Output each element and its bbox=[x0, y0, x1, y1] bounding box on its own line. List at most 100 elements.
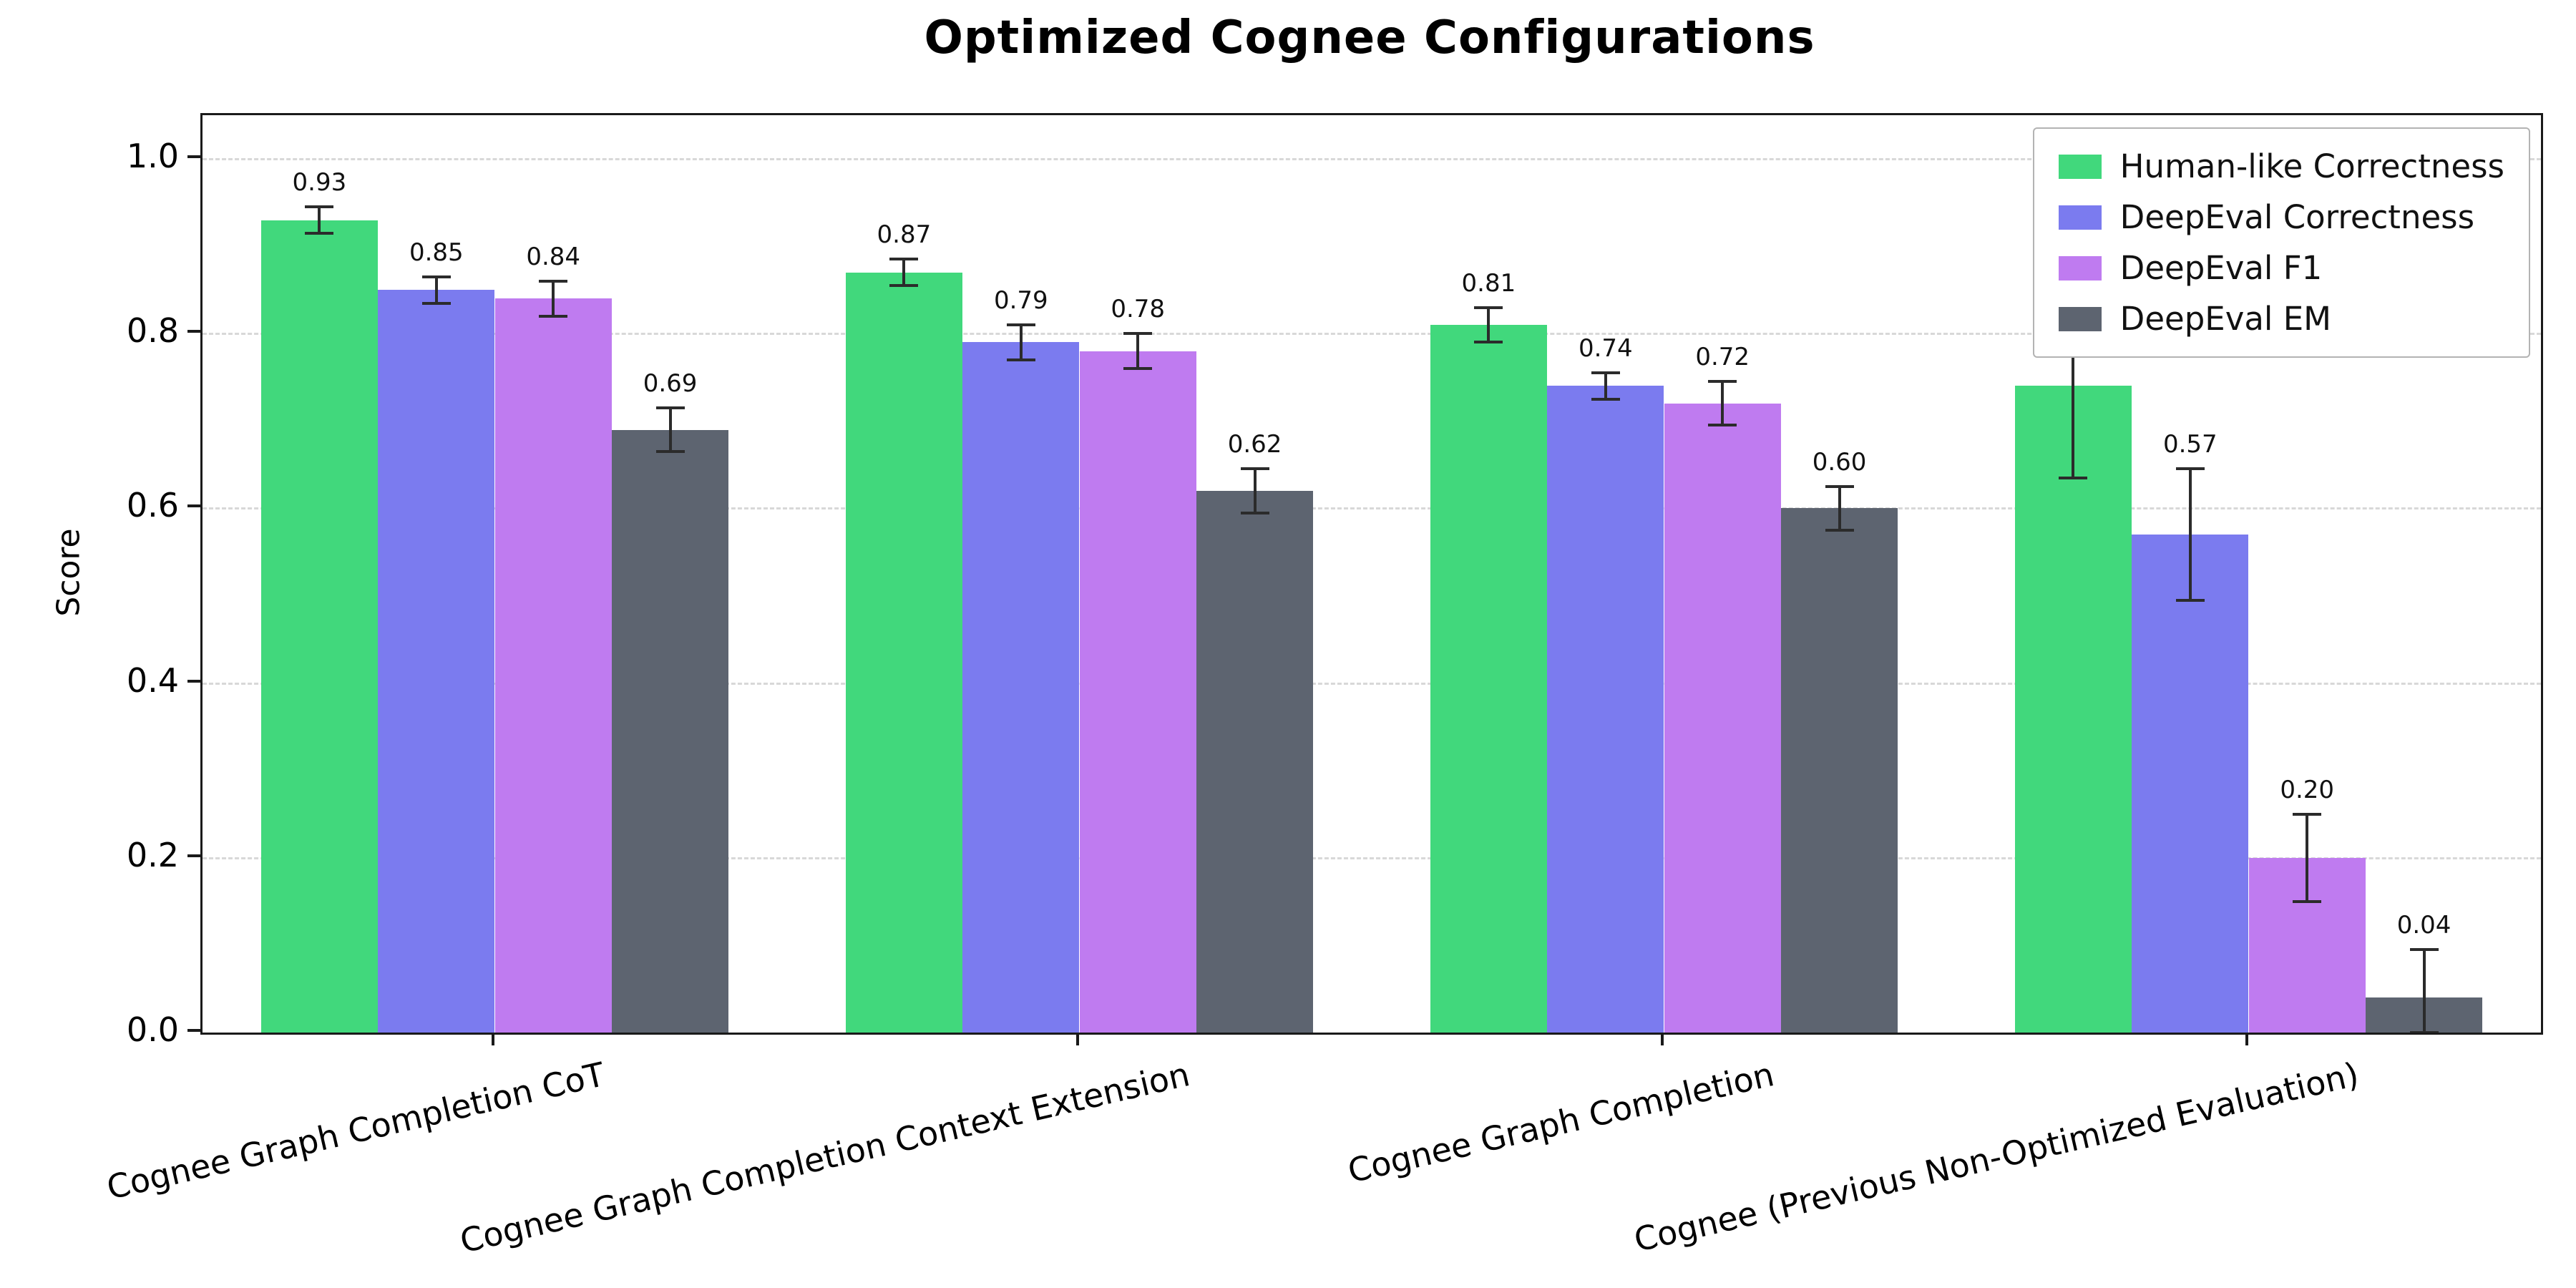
error-bar-cap-bottom bbox=[1240, 511, 1269, 514]
bar-value-label: 0.72 bbox=[1695, 343, 1750, 372]
error-bar-cap-top bbox=[305, 205, 334, 209]
legend: Human-like Correctness DeepEval Correctne… bbox=[2032, 127, 2530, 358]
bar-deepeval-correctness-group-4 bbox=[2132, 535, 2249, 1033]
y-tick-label: 0.4 bbox=[126, 660, 179, 700]
legend-item-deepeval-f1: DeepEval F1 bbox=[2058, 249, 2504, 287]
x-tick-mark bbox=[1660, 1033, 1664, 1045]
error-bar-line bbox=[1604, 373, 1607, 399]
bar-deepeval-em-group-1 bbox=[611, 429, 729, 1033]
legend-item-deepeval-em: DeepEval EM bbox=[2058, 300, 2504, 338]
legend-swatch-deepeval-f1 bbox=[2058, 255, 2102, 280]
gridline-0.4 bbox=[203, 682, 2541, 685]
gridline-0.8 bbox=[203, 333, 2541, 336]
error-bar-line bbox=[2188, 469, 2192, 600]
bar-deepeval-f1-group-3 bbox=[1664, 403, 1781, 1033]
error-bar-cap-top bbox=[1708, 380, 1737, 384]
error-bar-line bbox=[2306, 814, 2309, 902]
error-bar-cap-bottom bbox=[1006, 358, 1035, 361]
legend-label: DeepEval EM bbox=[2119, 300, 2331, 338]
legend-label: DeepEval F1 bbox=[2119, 249, 2323, 287]
x-tick-label-cognee-graph-completion-cot: Cognee Graph Completion CoT bbox=[103, 1055, 609, 1207]
legend-swatch-human-like-correctness bbox=[2058, 154, 2102, 179]
bar-value-label: 0.81 bbox=[1461, 268, 1516, 298]
error-bar-line bbox=[1721, 381, 1724, 426]
bar-value-label: 0.78 bbox=[1111, 295, 1166, 324]
error-bar-line bbox=[1253, 469, 1257, 513]
error-bar-cap-top bbox=[1474, 306, 1503, 309]
chart-title: Optimized Cognee Configurations bbox=[924, 11, 1815, 64]
error-bar-cap-top bbox=[1591, 371, 1620, 375]
y-tick-mark bbox=[187, 854, 200, 857]
bar-value-label: 0.79 bbox=[993, 286, 1048, 316]
error-bar-line bbox=[552, 280, 555, 316]
y-tick-label: 1.0 bbox=[126, 137, 179, 176]
y-tick-mark bbox=[187, 155, 200, 159]
bar-value-label: 0.04 bbox=[2396, 911, 2451, 940]
bar-value-label: 0.57 bbox=[2162, 430, 2218, 459]
bar-value-label: 0.87 bbox=[877, 220, 932, 250]
bar-deepeval-f1-group-2 bbox=[1079, 351, 1196, 1033]
x-tick-label-cognee-graph-completion: Cognee Graph Completion bbox=[1345, 1055, 1778, 1191]
y-tick-label: 0.8 bbox=[126, 311, 179, 351]
legend-swatch-deepeval-correctness bbox=[2058, 205, 2102, 230]
bar-deepeval-correctness-group-1 bbox=[378, 290, 495, 1033]
error-bar-cap-top bbox=[1240, 467, 1269, 471]
error-bar-cap-top bbox=[2175, 467, 2205, 471]
bar-value-label: 0.69 bbox=[643, 369, 698, 399]
error-bar-cap-top bbox=[421, 275, 451, 278]
error-bar-line bbox=[1136, 333, 1140, 369]
error-bar-cap-bottom bbox=[2059, 476, 2088, 479]
error-bar-cap-top bbox=[655, 406, 685, 410]
bar-human-like-correctness-group-3 bbox=[1430, 325, 1548, 1033]
error-bar-cap-bottom bbox=[421, 301, 451, 305]
gridline-0.2 bbox=[203, 857, 2541, 859]
legend-item-human-like-correctness: Human-like Correctness bbox=[2058, 147, 2504, 185]
bar-deepeval-em-group-2 bbox=[1196, 491, 1314, 1033]
y-tick-mark bbox=[187, 1029, 200, 1032]
bar-value-label: 0.85 bbox=[409, 238, 464, 267]
error-bar-cap-bottom bbox=[655, 450, 685, 454]
y-tick-mark bbox=[187, 504, 200, 508]
error-bar-cap-top bbox=[1123, 332, 1153, 336]
y-tick-label: 0.0 bbox=[126, 1010, 179, 1049]
error-bar-line bbox=[668, 408, 672, 452]
error-bar-cap-bottom bbox=[1825, 528, 1854, 532]
error-bar-cap-bottom bbox=[1708, 424, 1737, 427]
bar-human-like-correctness-group-1 bbox=[260, 220, 379, 1033]
y-tick-mark bbox=[187, 330, 200, 333]
legend-item-deepeval-correctness: DeepEval Correctness bbox=[2058, 198, 2504, 236]
x-tick-mark bbox=[491, 1033, 494, 1045]
error-bar-cap-bottom bbox=[539, 314, 568, 318]
error-bar-cap-bottom bbox=[305, 231, 334, 235]
bar-deepeval-f1-group-1 bbox=[494, 298, 612, 1033]
error-bar-cap-bottom bbox=[889, 284, 919, 288]
bar-deepeval-correctness-group-2 bbox=[962, 342, 1080, 1033]
error-bar-cap-bottom bbox=[1474, 341, 1503, 344]
error-bar-cap-top bbox=[1006, 323, 1035, 327]
error-bar-cap-top bbox=[2293, 812, 2322, 816]
bar-value-label: 0.74 bbox=[1578, 334, 1633, 364]
error-bar-line bbox=[2072, 294, 2075, 478]
gridline-1.0 bbox=[203, 158, 2541, 161]
error-bar-cap-bottom bbox=[1123, 367, 1153, 371]
bar-value-label: 0.93 bbox=[292, 168, 347, 197]
error-bar-line bbox=[318, 207, 321, 233]
error-bar-cap-bottom bbox=[1591, 397, 1620, 401]
bar-human-like-correctness-group-2 bbox=[845, 272, 963, 1033]
error-bar-cap-top bbox=[2409, 948, 2439, 951]
x-tick-mark bbox=[1075, 1033, 1079, 1045]
error-bar-line bbox=[1019, 325, 1023, 360]
bar-deepeval-em-group-3 bbox=[1780, 508, 1898, 1033]
error-bar-cap-bottom bbox=[2175, 598, 2205, 602]
bar-value-label: 0.62 bbox=[1227, 430, 1282, 459]
y-tick-label: 0.2 bbox=[126, 835, 179, 874]
error-bar-line bbox=[434, 276, 438, 303]
legend-swatch-deepeval-em bbox=[2058, 306, 2102, 331]
error-bar-cap-top bbox=[1825, 484, 1854, 488]
y-tick-label: 0.6 bbox=[126, 486, 179, 525]
error-bar-cap-bottom bbox=[2293, 899, 2322, 903]
bar-value-label: 0.84 bbox=[526, 242, 581, 271]
error-bar-line bbox=[1838, 486, 1841, 530]
bar-human-like-correctness-group-4 bbox=[2014, 386, 2132, 1033]
